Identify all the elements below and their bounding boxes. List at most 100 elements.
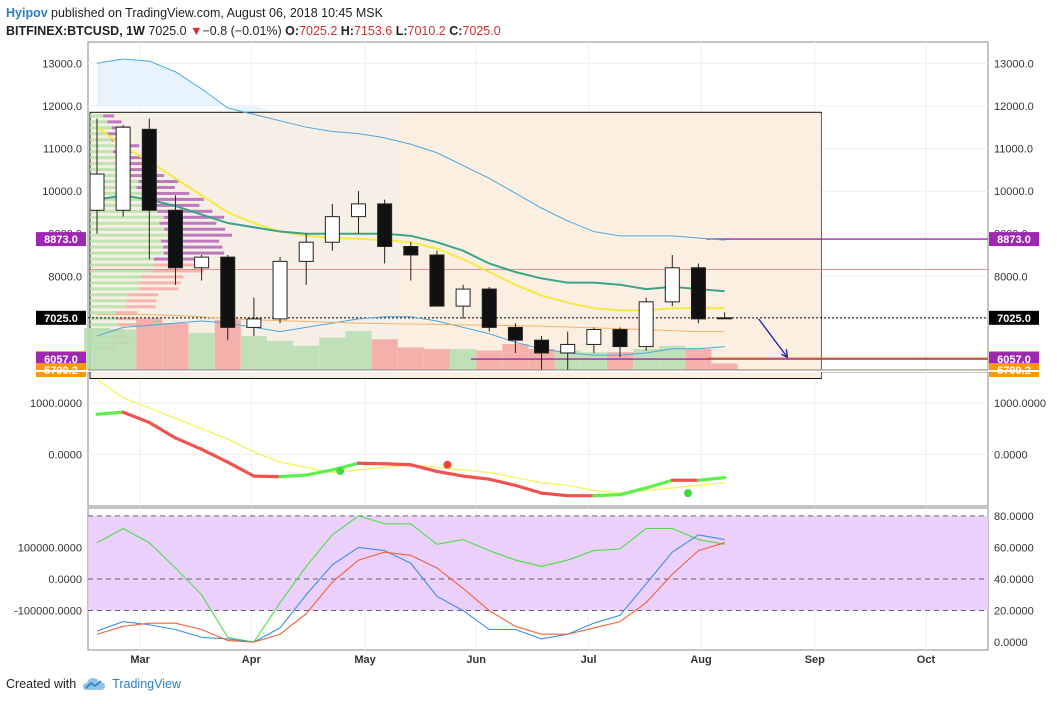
macd-cross-dot xyxy=(683,489,692,498)
price-label-right xyxy=(989,310,1039,325)
candle-down xyxy=(690,267,706,320)
volume-profile-bar-down xyxy=(115,311,138,315)
price-axis-tick-left: 13000.0 xyxy=(42,58,82,70)
price-change: −0.8 (−0.01%) xyxy=(202,24,282,38)
volume-profile-bar-up xyxy=(90,156,120,160)
macd-main-segment xyxy=(252,474,282,479)
price-axis-tick-right: 10000.0 xyxy=(994,186,1034,198)
macd-main-segment xyxy=(173,436,204,451)
volume-profile-bar-down xyxy=(152,269,204,273)
candle-down xyxy=(534,339,550,354)
volume-bar xyxy=(450,348,477,370)
price-label-left xyxy=(36,310,86,325)
x-axis-label: Jul xyxy=(581,654,597,666)
volume-bar xyxy=(397,347,424,370)
symbol-line: BITFINEX:BTCUSD, 1W 7025.0 ▼−0.8 (−0.01%… xyxy=(6,22,501,40)
close-value: 7025.0 xyxy=(462,24,501,38)
volume-bar xyxy=(162,323,189,370)
publish-info: published on TradingView.com, August 06,… xyxy=(51,6,383,20)
volume-profile-bar-up xyxy=(90,132,107,136)
forecast-arrow-head xyxy=(781,349,789,359)
macd-main-segment xyxy=(435,469,465,478)
candle-down xyxy=(403,245,419,256)
symbol-name[interactable]: BITFINEX:BTCUSD, 1W xyxy=(6,24,145,38)
forecast-arrow xyxy=(758,318,788,358)
range-box-highlight xyxy=(400,113,822,378)
stoch-axis-tick-right: 80.0000 xyxy=(994,511,1034,523)
macd-main-segment xyxy=(95,410,125,416)
volume-profile-bar-up xyxy=(90,281,140,285)
macd-cross-dot xyxy=(443,460,452,469)
volume-profile-bar-up xyxy=(90,269,153,273)
macd-main-segment xyxy=(304,468,334,477)
volume-bar xyxy=(345,331,372,370)
macd-main-segment xyxy=(618,486,648,497)
volume-profile-bar-down xyxy=(159,221,217,225)
macd-panel xyxy=(87,371,989,507)
candle-down xyxy=(612,329,628,348)
macd-main-segment xyxy=(226,460,256,478)
volume-profile-bar-up xyxy=(90,168,124,172)
volume-profile-bar-down xyxy=(152,197,204,201)
macd-cross-dot xyxy=(336,466,345,475)
last-price: 7025.0 xyxy=(148,24,187,38)
upper-band-line xyxy=(96,58,725,241)
volume-profile-bar-up xyxy=(90,227,165,231)
candle-up xyxy=(272,260,288,320)
volume-profile-bar-up xyxy=(90,239,162,243)
volume-profile-bar-up xyxy=(90,299,127,303)
volume-bar xyxy=(711,363,738,370)
volume-profile-bar-up xyxy=(90,287,139,291)
volume-profile-bar-down xyxy=(126,299,157,303)
macd-main-segment xyxy=(278,473,308,479)
tradingview-brand[interactable]: TradingView xyxy=(112,677,181,691)
volume-profile-bar-down xyxy=(103,114,115,118)
volume-bar xyxy=(136,318,163,370)
volume-profile-bar-up xyxy=(90,209,158,213)
volume-bar xyxy=(607,352,633,370)
price-axis-tick-right: 13000.0 xyxy=(994,58,1034,70)
macd-axis-tick-left: 0.0000 xyxy=(48,449,82,461)
stoch-orange-line xyxy=(96,542,725,643)
volume-profile-bar-down xyxy=(127,293,159,297)
volume-profile-bar-down xyxy=(126,162,156,166)
volume-profile-bar-up xyxy=(90,305,127,309)
volume-profile-bar-up xyxy=(90,144,118,148)
volume-bar xyxy=(476,350,503,370)
volume-profile-bar-up xyxy=(90,120,108,124)
volume-profile-bar-down xyxy=(168,233,232,237)
x-axis-label: Sep xyxy=(805,654,825,666)
price-label-left xyxy=(36,232,86,247)
price-axis-tick-right: 12000.0 xyxy=(994,101,1034,113)
price-axis-tick-right: 8000.0 xyxy=(994,271,1028,283)
tradingview-cloud-icon xyxy=(83,678,106,690)
author-link[interactable]: Hyipov xyxy=(6,6,48,20)
volume-profile-bar-down xyxy=(157,209,213,213)
low-value: 7010.2 xyxy=(407,24,446,38)
volume-profile-bar-up xyxy=(90,233,169,237)
volume-bar xyxy=(371,339,398,370)
stoch-axis-tick-left: -100000.0000 xyxy=(14,606,82,618)
candle-up xyxy=(638,301,654,348)
candle-down xyxy=(167,209,183,269)
volume-profile-bar-up xyxy=(90,185,137,189)
chart-header: Hyipov published on TradingView.com, Aug… xyxy=(6,4,501,40)
volume-profile-bar-up xyxy=(90,114,104,118)
volume-profile-bar-down xyxy=(139,281,181,285)
panel-separator xyxy=(0,370,1057,372)
macd-main-segment xyxy=(461,474,491,481)
volume-profile-bar-up xyxy=(90,317,117,321)
volume-profile-bar-up xyxy=(90,251,164,255)
volume-profile-bar-up xyxy=(90,221,160,225)
volume-profile-bar-down xyxy=(161,239,220,243)
stoch-axis-tick-right: 20.0000 xyxy=(994,606,1034,618)
volume-bar xyxy=(110,329,137,370)
high-value: 7153.6 xyxy=(353,24,393,38)
teal-ma-line xyxy=(96,194,725,293)
candle-up xyxy=(664,267,680,303)
candle-up xyxy=(560,343,576,354)
down-arrow-icon: ▼ xyxy=(190,24,203,38)
volume-profile-bar-down xyxy=(119,156,144,160)
macd-main-segment xyxy=(356,461,387,466)
